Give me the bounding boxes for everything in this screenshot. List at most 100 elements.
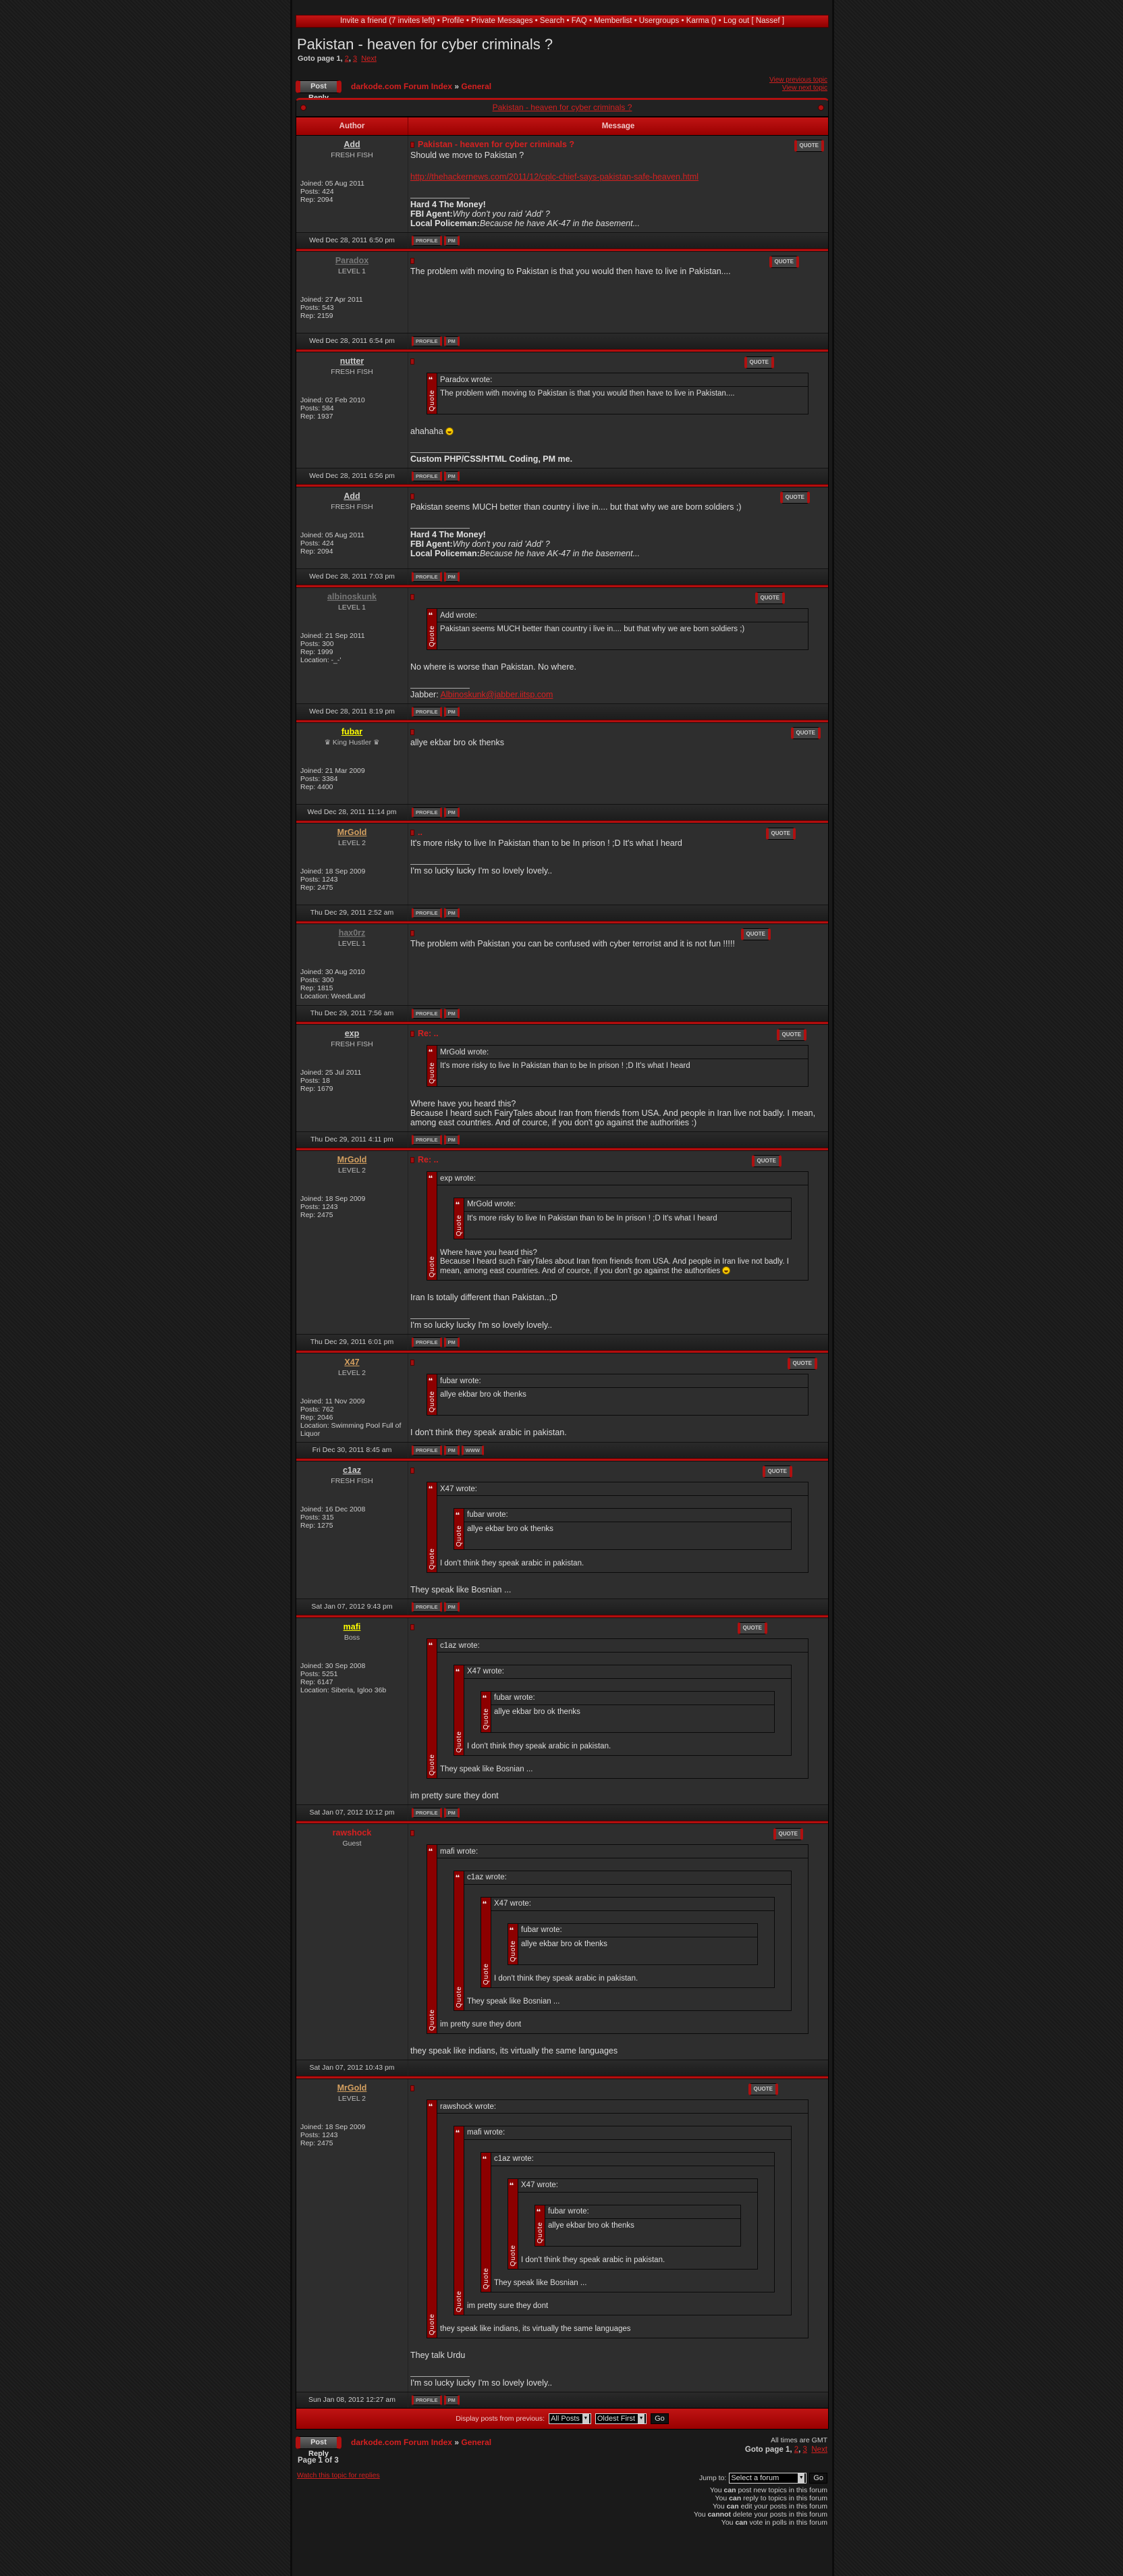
post-icon[interactable] [410,1157,414,1164]
page-3-link[interactable]: 3 [802,2446,807,2454]
topnav-item[interactable]: Profile [442,17,464,25]
topnav-item[interactable]: Memberlist [594,17,632,25]
author-name[interactable]: X47 [344,1358,360,1367]
sort-order-select[interactable]: Oldest First ▼ [595,2413,647,2424]
posts-period-select[interactable]: All Posts ▼ [549,2413,591,2424]
view-next-topic-link[interactable]: View next topic [782,84,827,92]
breadcrumb-forum-index[interactable]: darkode.com Forum Index [351,82,453,91]
post-link[interactable]: http://thehackernews.com/2011/12/cplc-ch… [410,172,699,182]
quote-button[interactable]: QUOTE [773,1828,803,1840]
quote-button[interactable]: QUOTE [765,828,796,840]
author-name[interactable]: nutter [339,356,364,366]
quote-button[interactable]: QUOTE [744,356,774,369]
page-2-link[interactable]: 2 [344,55,349,63]
profile-button[interactable]: PROFILE [412,1337,442,1347]
topnav-item[interactable]: Usergroups [638,17,680,25]
pm-button[interactable]: PM [443,471,460,481]
quote-button[interactable]: QUOTE [776,1029,806,1041]
post-icon[interactable] [410,930,414,937]
page-3-link[interactable]: 3 [352,55,358,63]
breadcrumb-general[interactable]: General [461,2438,492,2447]
author-name[interactable]: Add [344,140,360,149]
profile-button[interactable]: PROFILE [412,1808,442,1818]
quote-button[interactable]: QUOTE [755,592,785,604]
post-icon[interactable] [410,1468,414,1474]
profile-button[interactable]: PROFILE [412,236,442,246]
profile-button[interactable]: PROFILE [412,336,442,346]
post-reply-button-bottom[interactable]: Post Reply [296,2436,341,2458]
profile-button[interactable]: PROFILE [412,1445,442,1455]
pm-button[interactable]: PM [443,336,460,346]
pm-button[interactable]: PM [443,236,460,246]
breadcrumb-forum-index[interactable]: darkode.com Forum Index [351,2438,453,2447]
quote-button[interactable]: QUOTE [769,256,799,268]
author-name[interactable]: MrGold [337,1155,367,1164]
profile-button[interactable]: PROFILE [412,1009,442,1019]
post-icon[interactable] [410,1031,414,1038]
next-page-link[interactable]: Next [361,55,377,63]
quote-button[interactable]: QUOTE [779,491,810,504]
profile-button[interactable]: PROFILE [412,707,442,717]
post-icon[interactable] [410,1830,414,1837]
author-name[interactable]: MrGold [337,2083,367,2093]
author-name[interactable]: fubar [341,727,363,736]
pm-button[interactable]: PM [443,2395,460,2405]
jump-go-button[interactable]: Go [809,2473,827,2484]
quote-button[interactable]: QUOTE [790,727,821,739]
pm-button[interactable]: PM [443,707,460,717]
profile-button[interactable]: PROFILE [412,2395,442,2405]
profile-button[interactable]: PROFILE [412,1135,442,1145]
post-icon[interactable] [410,358,414,365]
post-reply-button[interactable]: Post Reply [296,80,341,102]
topnav-item[interactable]: Invite a friend (7 invites left) [339,17,435,25]
post-icon[interactable] [410,2085,414,2092]
display-go-button[interactable]: Go [651,2413,669,2424]
author-name[interactable]: hax0rz [338,928,366,938]
post-icon[interactable] [410,594,414,601]
topnav-item[interactable]: Private Messages [471,17,533,25]
quote-button[interactable]: QUOTE [737,1622,767,1634]
profile-button[interactable]: PROFILE [412,572,442,582]
www-button[interactable]: WWW [461,1445,485,1455]
profile-button[interactable]: PROFILE [412,908,442,918]
next-page-link[interactable]: Next [811,2446,827,2454]
view-previous-topic-link[interactable]: View previous topic [769,76,827,84]
author-name[interactable]: albinoskunk [327,592,377,601]
pm-button[interactable]: PM [443,1337,460,1347]
quote-button[interactable]: QUOTE [748,2083,778,2095]
signature-link[interactable]: Albinoskunk@jabber.iitsp.com [440,690,553,699]
post-icon[interactable] [410,1360,414,1366]
breadcrumb-general[interactable]: General [461,82,492,91]
topnav-item[interactable]: Search [539,17,565,25]
post-icon[interactable] [410,729,414,736]
pm-button[interactable]: PM [443,807,460,817]
author-name[interactable]: c1az [342,1466,362,1475]
quote-button[interactable]: QUOTE [751,1155,782,1167]
post-icon[interactable] [410,493,414,500]
jump-forum-select[interactable]: Select a forum ▼ [729,2473,807,2484]
author-name[interactable]: MrGold [337,828,367,837]
post-icon[interactable] [410,142,414,149]
pm-button[interactable]: PM [443,1009,460,1019]
topnav-item[interactable]: Log out [ Nassef ] [723,17,785,25]
pm-button[interactable]: PM [443,572,460,582]
profile-button[interactable]: PROFILE [412,807,442,817]
page-2-link[interactable]: 2 [794,2446,799,2454]
quote-button[interactable]: QUOTE [794,140,824,152]
post-icon[interactable] [410,258,414,265]
quote-button[interactable]: QUOTE [740,928,771,940]
post-icon[interactable] [410,830,414,836]
pm-button[interactable]: PM [443,1808,460,1818]
pm-button[interactable]: PM [443,1135,460,1145]
author-name[interactable]: mafi [343,1622,361,1632]
author-name[interactable]: Paradox [335,256,369,265]
author-name[interactable]: exp [344,1029,360,1038]
topnav-item[interactable]: FAQ [571,17,587,25]
post-icon[interactable] [410,1624,414,1631]
quote-button[interactable]: QUOTE [762,1466,792,1478]
watch-topic-link[interactable]: Watch this topic for replies [297,2471,380,2479]
pm-button[interactable]: PM [443,1602,460,1612]
profile-button[interactable]: PROFILE [412,471,442,481]
topic-title-link[interactable]: Pakistan - heaven for cyber criminals ? [492,103,632,112]
pm-button[interactable]: PM [443,1445,460,1455]
